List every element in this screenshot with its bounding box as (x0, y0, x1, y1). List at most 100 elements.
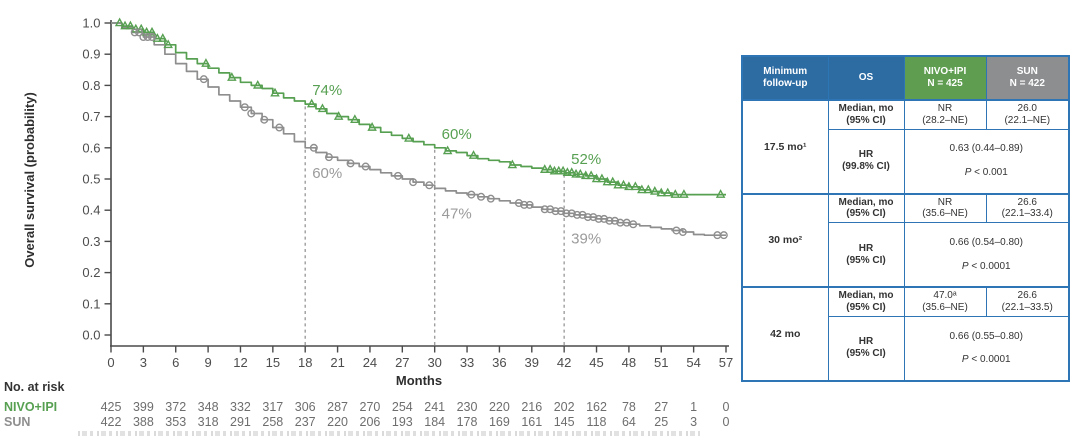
censor-circle (540, 205, 549, 214)
table-row: HR (95% CI) 0.66 (0.55–0.80) P < 0.0001 (742, 315, 1070, 382)
risk-count: 0 (723, 400, 730, 414)
censor-triangle (163, 39, 173, 49)
risk-count: 291 (230, 415, 251, 429)
censor-circle (629, 220, 638, 229)
sun-milestone-label-42: 39% (571, 230, 601, 247)
censor-circle (139, 33, 148, 42)
followup-label-42: 42 mo (741, 286, 829, 382)
followup-label-30: 30 mo² (741, 192, 829, 288)
y-axis-title: Overall survival (probability) (22, 92, 37, 268)
censor-triangle (566, 167, 577, 177)
risk-count: 178 (457, 415, 478, 429)
sun-milestone-label-18: 60% (312, 165, 342, 182)
censor-triangle (643, 184, 654, 194)
censor-circle (324, 153, 333, 162)
hr-value: 0.66 (0.54–0.80) (949, 236, 1023, 248)
nivo-ipi-curve (111, 22, 726, 196)
risk-count: 318 (198, 415, 219, 429)
risk-count: 3 (690, 415, 697, 429)
x-tick-label: 51 (654, 355, 668, 370)
censor-triangle (317, 103, 328, 113)
os-table: Minimum follow-up OS NIVO+IPI N = 425 SU… (741, 55, 1070, 382)
risk-count: 0 (723, 415, 730, 429)
p-value: < 0.0001 (971, 260, 1011, 272)
risk-count: 425 (101, 400, 122, 414)
risk-count: 1 (690, 400, 697, 414)
risk-count: 64 (622, 415, 636, 429)
risk-count: 332 (230, 400, 251, 414)
censor-circle (486, 194, 495, 203)
censor-triangle (468, 150, 479, 159)
censor-circle (147, 33, 156, 42)
risk-count: 353 (165, 415, 186, 429)
hr-value-cell: 0.66 (0.54–0.80) P < 0.0001 (903, 222, 1070, 288)
censor-triangle (618, 179, 629, 189)
x-tick-label: 54 (686, 355, 700, 370)
risk-count: 372 (165, 400, 186, 414)
censor-circle (275, 123, 284, 132)
censor-triangle (650, 186, 660, 195)
risk-count: 25 (654, 415, 668, 429)
censor-triangle (662, 187, 673, 197)
censor-triangle (147, 26, 157, 36)
censor-circle (551, 207, 560, 216)
p-value-line: P < 0.0001 (907, 354, 1067, 366)
risk-count: 162 (586, 400, 607, 414)
risk-count: 287 (327, 400, 348, 414)
risk-count: 169 (489, 415, 510, 429)
censor-triangle (333, 111, 344, 120)
p-label: P (964, 166, 972, 178)
censor-circle (409, 178, 418, 187)
censor-triangle (306, 98, 317, 108)
hr-value: 0.63 (0.44–0.89) (949, 143, 1023, 155)
censor-triangle (630, 181, 641, 191)
hr-value: 0.66 (0.55–0.80) (949, 330, 1023, 342)
x-tick-label: 3 (140, 355, 147, 370)
x-tick-label: 48 (622, 355, 636, 370)
nivo-milestone-label-42: 52% (571, 151, 601, 168)
censor-triangle (270, 87, 280, 97)
risk-count: 220 (327, 415, 348, 429)
risk-count: 270 (360, 400, 381, 414)
censor-circle (605, 216, 614, 225)
x-tick-label: 12 (233, 355, 247, 370)
nivo-median-value: 47.0ᵃ (35.6–NE) (903, 286, 987, 317)
x-tick-label: 27 (395, 355, 409, 370)
censor-triangle (404, 132, 414, 142)
censor-triangle (539, 164, 550, 173)
risk-count: 202 (554, 400, 575, 414)
censor-triangle (602, 176, 613, 186)
os-table-header-row: Minimum follow-up OS NIVO+IPI N = 425 SU… (741, 55, 1070, 101)
y-tick-label: 0.3 (82, 234, 100, 249)
nivo-median-value: NR (28.2–NE) (903, 99, 987, 130)
censor-triangle (442, 145, 453, 155)
p-value-line: P < 0.001 (907, 167, 1067, 179)
p-value-line: P < 0.0001 (907, 261, 1067, 273)
x-tick-label: 39 (525, 355, 539, 370)
sun-median-value: 26.0 (22.1–NE) (985, 99, 1070, 130)
risk-count: 241 (424, 400, 445, 414)
censor-triangle (114, 17, 125, 27)
x-tick-label: 9 (204, 355, 211, 370)
censor-triangle (580, 170, 591, 180)
y-tick-label: 0.6 (82, 140, 100, 155)
x-tick-label: 21 (330, 355, 344, 370)
x-tick-label: 6 (172, 355, 179, 370)
y-tick-label: 0.0 (82, 328, 100, 343)
p-value: < 0.0001 (971, 354, 1011, 366)
censor-circle (678, 228, 687, 237)
censor-circle (247, 109, 256, 118)
censor-triangle (227, 72, 237, 81)
no-at-risk-title: No. at risk (4, 380, 64, 394)
risk-count: 258 (262, 415, 283, 429)
median-label: Median, mo (95% CI) (827, 99, 905, 130)
censor-circle (583, 213, 592, 222)
censor-circle (594, 214, 603, 223)
hr-value-cell: 0.63 (0.44–0.89) P < 0.001 (903, 128, 1070, 195)
censor-triangle (545, 164, 555, 173)
censor-circle (260, 115, 269, 124)
x-tick-label: 36 (492, 355, 506, 370)
censor-triangle (507, 159, 518, 169)
p-label: P (961, 354, 969, 366)
p-value: < 0.001 (974, 166, 1008, 178)
